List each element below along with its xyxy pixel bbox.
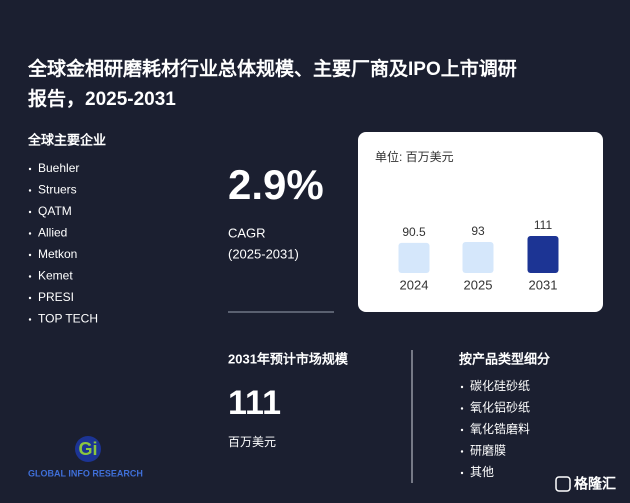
title: 全球金相研磨耗材行业总体规模、主要厂商及IPO上市调研 — [27, 57, 517, 80]
bullet — [460, 471, 464, 475]
bar-chart: 90.5 2024 93 2025 111 2031 — [398, 218, 559, 292]
list-item: 氧化铝砂纸 — [470, 400, 530, 415]
list-item: Struers — [38, 183, 77, 197]
title: 报告，2025-2031 — [28, 87, 176, 110]
companies-heading: 全球主要企业 — [27, 132, 106, 147]
cagr-label: CAGR — [228, 225, 266, 240]
logo-text: GLOBAL INFO RESEARCH — [28, 468, 143, 478]
bullet — [460, 428, 464, 432]
watermark-icon — [555, 476, 571, 492]
bullet — [28, 210, 32, 214]
value-label: 90.5 — [402, 225, 426, 239]
bullet — [28, 232, 32, 235]
bullet — [28, 167, 32, 171]
chart-unit: 单位: 百万美元 — [375, 149, 454, 164]
logo: Gi GLOBAL INFO RESEARCH — [28, 436, 143, 478]
list-item: QATM — [38, 204, 72, 218]
market-value: 111 — [228, 384, 281, 422]
list-item: Metkon — [38, 247, 77, 261]
list-item: 碳化硅砂纸 — [470, 379, 530, 393]
watermark-text: 格隆汇 — [574, 476, 616, 492]
logo-mark — [75, 436, 101, 462]
list-item: PRESI — [38, 290, 74, 304]
list-item: 其他 — [470, 465, 494, 479]
x-tick-label: 2025 — [464, 277, 493, 292]
bullet — [460, 385, 464, 389]
list-item: 研磨膜 — [470, 444, 506, 458]
bullet — [460, 407, 464, 410]
value-label: 93 — [471, 224, 485, 238]
list-item: Allied — [38, 226, 67, 240]
x-tick-label: 2031 — [529, 277, 558, 292]
bullet — [28, 189, 32, 192]
market-unit: 百万美元 — [228, 435, 276, 449]
market-heading: 2031年预计市场规模 — [228, 351, 349, 366]
logo-glyph: Gi — [78, 439, 97, 459]
x-tick-label: 2024 — [400, 277, 429, 292]
bullet — [28, 296, 32, 300]
bullet — [460, 450, 464, 453]
list-item: TOP TECH — [38, 312, 98, 326]
bar — [462, 242, 494, 273]
segments-heading: 按产品类型细分 — [459, 351, 550, 366]
bar — [527, 236, 559, 273]
cagr-period: (2025-2031) — [228, 246, 299, 261]
bullet — [28, 253, 32, 257]
bar — [398, 242, 430, 273]
cagr-value: 2.9% — [228, 161, 324, 208]
watermark: 格隆汇 — [555, 476, 616, 492]
list-item: Buehler — [38, 161, 79, 175]
company-list: Buehler Struers QATM Allied Metkon Kemet PRESI… — [28, 161, 98, 326]
bullet — [28, 318, 32, 321]
list-item: 氧化锆磨料 — [470, 422, 530, 436]
value-label: 111 — [534, 218, 553, 232]
list-item: Kemet — [38, 269, 73, 283]
bullet — [28, 275, 32, 278]
